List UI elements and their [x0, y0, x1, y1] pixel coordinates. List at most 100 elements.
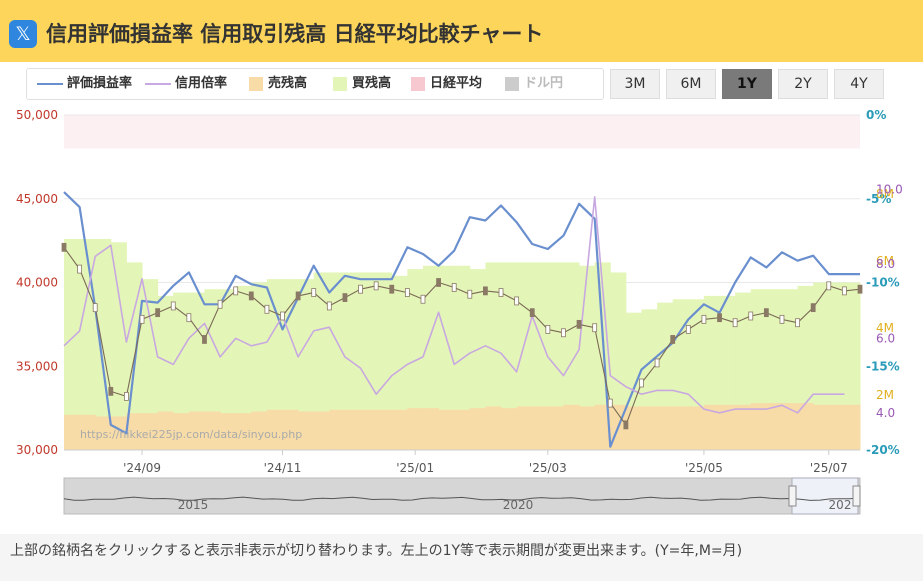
bar-sell — [142, 413, 159, 450]
bar-sell — [188, 411, 205, 450]
bar-sell — [157, 411, 174, 450]
nikkei-point — [436, 278, 441, 287]
bar-buy — [329, 272, 346, 450]
y-tick-rate: -10% — [866, 276, 900, 290]
range-button-4y[interactable]: 4Y — [834, 69, 884, 99]
legend-item-2[interactable]: 売残高 — [249, 75, 307, 93]
nikkei-point — [841, 286, 847, 296]
nikkei-point — [264, 304, 270, 314]
y-tick-balance: 6M — [876, 254, 894, 268]
bar-buy — [438, 265, 455, 450]
nikkei-point — [561, 328, 566, 338]
nikkei-point — [857, 284, 863, 294]
bar-sell — [95, 416, 112, 450]
bar-sell — [79, 414, 96, 450]
bar-sell — [735, 404, 752, 450]
bar-buy — [532, 262, 549, 450]
bar-sell — [360, 409, 377, 450]
bar-buy — [391, 275, 408, 450]
nikkei-point — [654, 358, 660, 368]
bar-buy — [110, 242, 127, 450]
nikkei-point — [61, 242, 67, 252]
bar-buy — [516, 262, 533, 450]
bar-sell — [657, 406, 674, 450]
nikkei-point — [810, 303, 816, 313]
bar-sell — [797, 403, 814, 450]
bar-sell — [501, 408, 518, 450]
nikkei-point — [233, 286, 239, 296]
bar-buy — [407, 269, 424, 450]
nikkei-point — [498, 288, 504, 297]
range-button-2y[interactable]: 2Y — [778, 69, 828, 99]
nikkei-point — [451, 283, 457, 292]
nikkei-point — [748, 311, 754, 321]
bar-sell — [454, 409, 471, 450]
legend-item-1[interactable]: 信用倍率 — [145, 75, 227, 93]
navigator-line — [63, 496, 861, 501]
y-tick-nikkei: 50,000 — [16, 108, 58, 122]
nikkei-point — [342, 293, 348, 302]
bar-sell — [220, 413, 237, 450]
bar-sell — [282, 409, 299, 450]
nikkei-point — [701, 314, 707, 324]
bar-buy — [188, 292, 205, 450]
bar-buy — [360, 272, 377, 450]
navigator-label: 202 — [829, 498, 852, 512]
bar-sell — [719, 404, 736, 450]
nikkei-point — [217, 299, 223, 309]
navigator-handle-left[interactable] — [788, 485, 797, 507]
nikkei-point — [623, 420, 629, 430]
bar-sell — [828, 404, 845, 450]
legend-item-3[interactable]: 買残高 — [333, 75, 391, 93]
nikkei-point — [576, 319, 582, 329]
legend-label: 売残高 — [268, 76, 308, 91]
legend-item-5[interactable]: ドル円 — [505, 75, 563, 93]
y-tick-ratio: 8.0 — [876, 257, 895, 271]
bar-buy — [235, 285, 252, 450]
nikkei-point — [795, 318, 800, 328]
y-tick-nikkei: 40,000 — [16, 276, 58, 290]
legend-swatch — [249, 76, 263, 91]
x-logo-icon[interactable]: 𝕏 — [9, 20, 37, 48]
nikkei-point — [311, 288, 317, 297]
bar-sell — [516, 406, 533, 450]
bar-buy — [142, 279, 159, 450]
nikkei-point — [670, 335, 676, 344]
y-tick-ratio: 6.0 — [876, 331, 895, 345]
legend-label: 信用倍率 — [175, 76, 228, 91]
legend-label: 買残高 — [352, 76, 392, 91]
bar-sell — [173, 413, 190, 450]
bar-sell — [781, 403, 799, 450]
range-button-6m[interactable]: 6M — [666, 69, 716, 99]
nikkei-point — [717, 313, 722, 323]
range-button-1y[interactable]: 1Y — [722, 69, 772, 99]
nikkei-point — [732, 318, 738, 328]
bar-sell — [438, 409, 455, 450]
bar-sell — [703, 404, 721, 450]
bar-sell — [547, 406, 564, 450]
watermark: https://nikkei225jp.com/data/sinyou.php — [80, 428, 302, 441]
legend-item-4[interactable]: 日経平均 — [411, 75, 482, 93]
nikkei-point — [420, 294, 426, 304]
bar-buy — [501, 262, 518, 450]
bar-sell — [688, 406, 705, 450]
bar-sell — [376, 409, 393, 450]
y-tick-balance: 4M — [876, 321, 894, 335]
nikkei-point — [108, 386, 114, 396]
bar-sell — [672, 406, 689, 450]
nikkei-point — [763, 308, 769, 318]
bar-buy — [298, 279, 315, 450]
legend-item-0[interactable]: 評価損益率 — [37, 75, 132, 93]
y-tick-nikkei: 30,000 — [16, 443, 58, 457]
nikkei-point — [186, 313, 192, 323]
bar-sell — [469, 408, 486, 450]
nikkei-point — [373, 281, 379, 291]
y-tick-rate: 0% — [866, 108, 886, 122]
x-tick-label: '25/07 — [810, 461, 848, 475]
navigator-handle-right[interactable] — [852, 485, 861, 507]
navigator-label: 2015 — [178, 498, 209, 512]
nikkei-point — [529, 308, 535, 318]
range-button-3m[interactable]: 3M — [610, 69, 660, 99]
nikkei-point — [92, 303, 98, 313]
bar-sell — [532, 406, 549, 450]
